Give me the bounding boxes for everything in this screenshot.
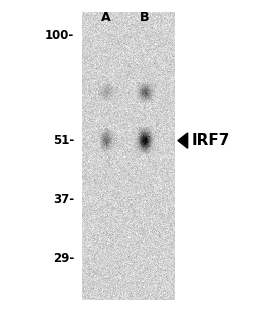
Text: IRF7: IRF7 (191, 133, 230, 148)
Text: 51-: 51- (53, 134, 74, 147)
Text: 29-: 29- (53, 252, 74, 265)
Text: 37-: 37- (53, 193, 74, 206)
Text: B: B (140, 11, 150, 24)
Text: 100-: 100- (45, 29, 74, 42)
Text: A: A (101, 11, 111, 24)
Polygon shape (178, 133, 188, 148)
